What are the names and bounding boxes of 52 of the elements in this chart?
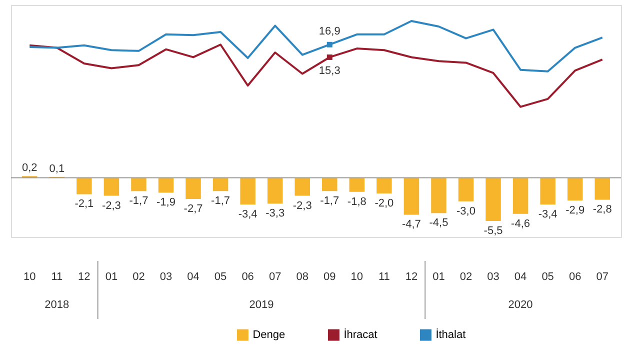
data-label: -1,7 xyxy=(320,195,340,208)
data-label: -5,5 xyxy=(484,225,503,237)
data-label: 16,9 xyxy=(318,26,340,38)
data-label: -3,4 xyxy=(538,208,558,220)
data-label: -2,3 xyxy=(292,200,312,212)
data-label: -2,3 xyxy=(102,200,121,212)
legend-label: Denge xyxy=(252,329,286,341)
data-label: -3,0 xyxy=(456,205,476,218)
x-tick-label: 06 xyxy=(242,271,254,283)
x-tick-label: 02 xyxy=(132,271,145,283)
x-tick-label: 10 xyxy=(350,271,364,283)
text: 2019 xyxy=(249,299,274,311)
text: 2018 xyxy=(44,299,70,311)
x-tick-label: 01 xyxy=(432,271,445,283)
x-tick-label: 02 xyxy=(460,271,472,283)
x-tick-label: 04 xyxy=(514,271,527,283)
x-tick-label: 08 xyxy=(296,271,308,283)
x-tick-label: 07 xyxy=(596,271,608,283)
data-label: -2,1 xyxy=(74,198,94,210)
data-label: -2,9 xyxy=(566,204,585,217)
x-tick-label: 07 xyxy=(268,271,282,283)
x-tick-label: 11 xyxy=(51,271,63,283)
data-label: 15,3 xyxy=(318,65,340,78)
data-label: -4,7 xyxy=(402,218,421,231)
legend-label: İhracat xyxy=(344,328,378,341)
data-label: -4,5 xyxy=(429,217,448,230)
x-tick-label: 03 xyxy=(160,271,172,283)
data-label: -1,7 xyxy=(211,195,230,208)
x-tick-label: 06 xyxy=(568,271,582,283)
data-label: -3,4 xyxy=(238,208,258,220)
data-label: -2,7 xyxy=(184,202,203,215)
data-label: -1,7 xyxy=(129,195,148,208)
legend-label: İthalat xyxy=(436,328,466,341)
x-tick-label: 05 xyxy=(214,271,227,283)
x-tick-label: 09 xyxy=(324,271,336,283)
data-label: -2,8 xyxy=(592,204,612,216)
x-tick-label: 01 xyxy=(105,271,118,283)
x-tick-label: 04 xyxy=(187,271,200,283)
x-tick-label: 03 xyxy=(487,271,500,283)
data-label: -2,0 xyxy=(374,197,394,210)
x-tick-label: 11 xyxy=(378,271,390,283)
text: 2020 xyxy=(508,299,533,311)
data-label: -1,8 xyxy=(347,196,366,208)
data-label: -3,3 xyxy=(266,208,285,220)
x-tick-label: 10 xyxy=(24,271,36,283)
data-label: -4,6 xyxy=(511,218,530,230)
data-label: 0,1 xyxy=(49,162,65,175)
x-tick-label: 12 xyxy=(78,271,90,283)
x-tick-label: 12 xyxy=(405,271,418,283)
x-tick-label: 05 xyxy=(542,271,554,283)
data-label: 0,2 xyxy=(22,162,38,174)
data-label: -1,9 xyxy=(156,196,176,209)
